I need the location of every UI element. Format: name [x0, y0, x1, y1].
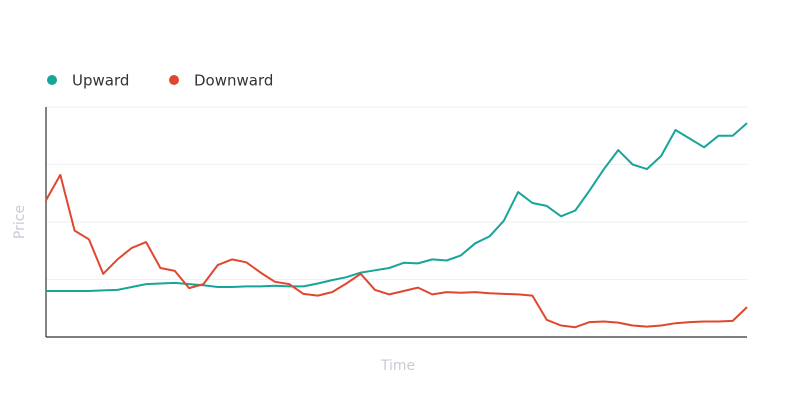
y-axis-label: Price: [12, 205, 28, 239]
line-series: [46, 122, 748, 292]
line-series: [45, 173, 748, 329]
legend-label: Downward: [194, 72, 273, 90]
x-axis-label: Time: [380, 358, 415, 374]
legend-marker: [47, 75, 57, 85]
legend-label: Upward: [72, 72, 129, 90]
legend-marker: [169, 75, 179, 85]
